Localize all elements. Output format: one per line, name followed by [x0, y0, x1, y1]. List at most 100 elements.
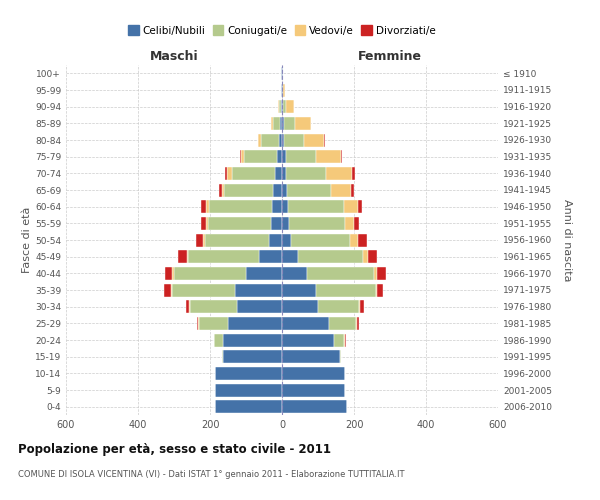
Bar	[165, 267, 172, 280]
Bar	[282, 184, 287, 196]
Bar	[200, 200, 206, 213]
Bar	[244, 150, 277, 163]
Bar	[316, 284, 376, 296]
Bar	[281, 100, 282, 113]
Bar	[344, 200, 358, 213]
Bar	[354, 217, 359, 230]
Bar	[172, 267, 174, 280]
Text: Maschi: Maschi	[149, 50, 199, 62]
Bar	[361, 300, 364, 313]
Bar	[174, 267, 246, 280]
Bar	[273, 117, 280, 130]
Bar	[269, 234, 282, 246]
Bar	[189, 300, 190, 313]
Bar	[291, 234, 350, 246]
Bar	[271, 117, 273, 130]
Bar	[352, 184, 355, 196]
Bar	[277, 150, 282, 163]
Bar	[199, 317, 228, 330]
Bar	[282, 350, 340, 363]
Bar	[278, 100, 279, 113]
Bar	[239, 150, 241, 163]
Bar	[377, 267, 386, 280]
Bar	[281, 84, 282, 96]
Bar	[273, 184, 282, 196]
Bar	[218, 184, 221, 196]
Bar	[368, 250, 377, 263]
Bar	[282, 267, 307, 280]
Bar	[282, 150, 286, 163]
Bar	[282, 334, 334, 346]
Bar	[282, 284, 316, 296]
Y-axis label: Fasce di età: Fasce di età	[22, 207, 32, 273]
Bar	[282, 134, 284, 146]
Bar	[298, 250, 363, 263]
Bar	[224, 184, 273, 196]
Bar	[187, 250, 188, 263]
Bar	[329, 317, 356, 330]
Bar	[205, 234, 269, 246]
Bar	[286, 167, 326, 180]
Bar	[307, 267, 374, 280]
Bar	[271, 217, 282, 230]
Bar	[214, 334, 223, 346]
Bar	[287, 184, 331, 196]
Bar	[282, 217, 289, 230]
Bar	[201, 217, 206, 230]
Bar	[282, 234, 291, 246]
Bar	[246, 267, 282, 280]
Bar	[178, 250, 187, 263]
Y-axis label: Anni di nascita: Anni di nascita	[562, 198, 572, 281]
Bar	[222, 350, 223, 363]
Bar	[282, 117, 284, 130]
Bar	[241, 150, 244, 163]
Bar	[188, 250, 259, 263]
Bar	[279, 100, 281, 113]
Bar	[377, 284, 383, 296]
Bar	[282, 384, 345, 396]
Legend: Celibi/Nubili, Coniugati/e, Vedovi/e, Divorziati/e: Celibi/Nubili, Coniugati/e, Vedovi/e, Di…	[124, 21, 440, 40]
Bar	[286, 150, 316, 163]
Bar	[227, 167, 232, 180]
Bar	[226, 167, 227, 180]
Bar	[215, 384, 282, 396]
Bar	[289, 217, 345, 230]
Bar	[221, 184, 224, 196]
Bar	[356, 317, 357, 330]
Bar	[350, 234, 358, 246]
Bar	[259, 250, 282, 263]
Bar	[279, 134, 282, 146]
Bar	[282, 367, 345, 380]
Bar	[164, 284, 171, 296]
Text: Femmine: Femmine	[358, 50, 422, 62]
Bar	[282, 250, 298, 263]
Bar	[237, 300, 282, 313]
Bar	[344, 334, 345, 346]
Bar	[228, 317, 282, 330]
Bar	[235, 284, 282, 296]
Bar	[281, 67, 282, 80]
Bar	[282, 100, 283, 113]
Bar	[358, 234, 367, 246]
Bar	[206, 217, 208, 230]
Bar	[359, 300, 361, 313]
Bar	[190, 300, 237, 313]
Bar	[223, 350, 282, 363]
Bar	[341, 150, 343, 163]
Bar	[340, 350, 341, 363]
Bar	[185, 300, 189, 313]
Bar	[331, 184, 352, 196]
Bar	[280, 117, 282, 130]
Bar	[282, 84, 283, 96]
Bar	[172, 284, 235, 296]
Bar	[376, 284, 377, 296]
Bar	[326, 167, 352, 180]
Bar	[283, 84, 285, 96]
Bar	[258, 134, 261, 146]
Bar	[363, 250, 368, 263]
Bar	[284, 134, 304, 146]
Bar	[272, 200, 282, 213]
Bar	[197, 317, 199, 330]
Bar	[357, 317, 359, 330]
Bar	[286, 100, 293, 113]
